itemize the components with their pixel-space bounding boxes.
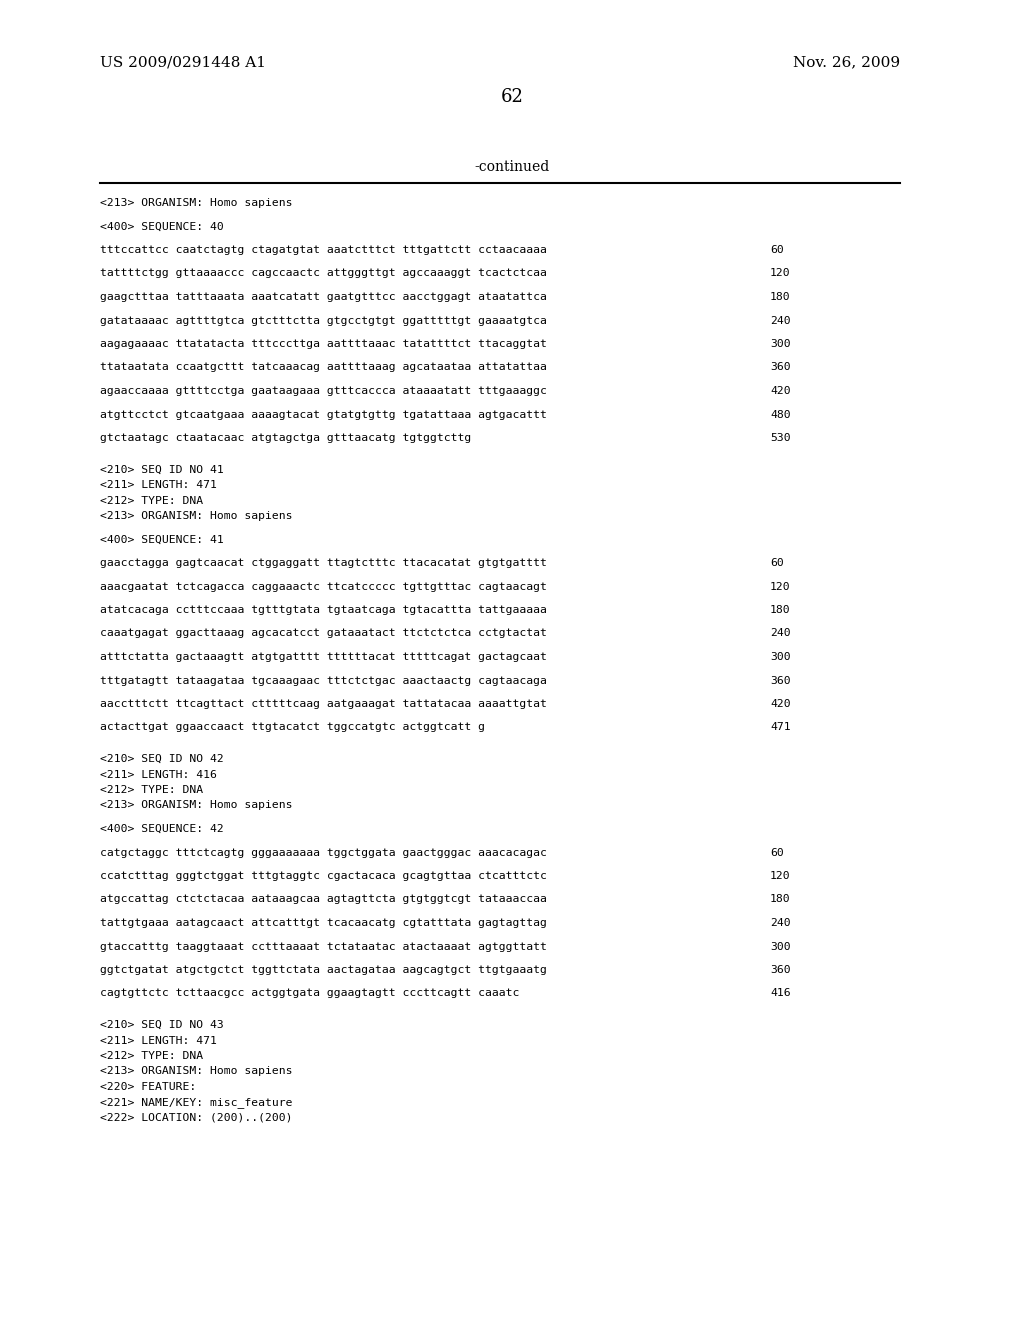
Text: <212> TYPE: DNA: <212> TYPE: DNA [100,1051,203,1061]
Text: 420: 420 [770,700,791,709]
Text: <220> FEATURE:: <220> FEATURE: [100,1082,197,1092]
Text: 480: 480 [770,409,791,420]
Text: caaatgagat ggacttaaag agcacatcct gataaatact ttctctctca cctgtactat: caaatgagat ggacttaaag agcacatcct gataaat… [100,628,547,639]
Text: 120: 120 [770,582,791,591]
Text: 471: 471 [770,722,791,733]
Text: <212> TYPE: DNA: <212> TYPE: DNA [100,495,203,506]
Text: aagagaaaac ttatatacta tttcccttga aattttaaac tatattttct ttacaggtat: aagagaaaac ttatatacta tttcccttga aatttta… [100,339,547,348]
Text: tattttctgg gttaaaaccc cagccaactc attgggttgt agccaaaggt tcactctcaa: tattttctgg gttaaaaccc cagccaactc attgggt… [100,268,547,279]
Text: <213> ORGANISM: Homo sapiens: <213> ORGANISM: Homo sapiens [100,1067,293,1077]
Text: 62: 62 [501,88,523,106]
Text: agaaccaaaa gttttcctga gaataagaaa gtttcaccca ataaaatatt tttgaaaggc: agaaccaaaa gttttcctga gaataagaaa gtttcac… [100,385,547,396]
Text: <400> SEQUENCE: 40: <400> SEQUENCE: 40 [100,222,224,231]
Text: ttataatata ccaatgcttt tatcaaacag aattttaaag agcataataa attatattaa: ttataatata ccaatgcttt tatcaaacag aatttta… [100,363,547,372]
Text: Nov. 26, 2009: Nov. 26, 2009 [793,55,900,69]
Text: <221> NAME/KEY: misc_feature: <221> NAME/KEY: misc_feature [100,1097,293,1109]
Text: <211> LENGTH: 471: <211> LENGTH: 471 [100,480,217,490]
Text: US 2009/0291448 A1: US 2009/0291448 A1 [100,55,266,69]
Text: tttgatagtt tataagataa tgcaaagaac tttctctgac aaactaactg cagtaacaga: tttgatagtt tataagataa tgcaaagaac tttctct… [100,676,547,685]
Text: actacttgat ggaaccaact ttgtacatct tggccatgtc actggtcatt g: actacttgat ggaaccaact ttgtacatct tggccat… [100,722,485,733]
Text: 120: 120 [770,268,791,279]
Text: catgctaggc tttctcagtg gggaaaaaaa tggctggata gaactgggac aaacacagac: catgctaggc tttctcagtg gggaaaaaaa tggctgg… [100,847,547,858]
Text: 360: 360 [770,965,791,975]
Text: 60: 60 [770,847,783,858]
Text: 180: 180 [770,292,791,302]
Text: 300: 300 [770,652,791,663]
Text: -continued: -continued [474,160,550,174]
Text: <211> LENGTH: 416: <211> LENGTH: 416 [100,770,217,780]
Text: 120: 120 [770,871,791,880]
Text: <210> SEQ ID NO 42: <210> SEQ ID NO 42 [100,754,224,764]
Text: atgttcctct gtcaatgaaa aaaagtacat gtatgtgttg tgatattaaa agtgacattt: atgttcctct gtcaatgaaa aaaagtacat gtatgtg… [100,409,547,420]
Text: <212> TYPE: DNA: <212> TYPE: DNA [100,785,203,795]
Text: <213> ORGANISM: Homo sapiens: <213> ORGANISM: Homo sapiens [100,198,293,209]
Text: 60: 60 [770,558,783,568]
Text: gtaccatttg taaggtaaat cctttaaaat tctataatac atactaaaat agtggttatt: gtaccatttg taaggtaaat cctttaaaat tctataa… [100,941,547,952]
Text: tattgtgaaa aatagcaact attcatttgt tcacaacatg cgtatttata gagtagttag: tattgtgaaa aatagcaact attcatttgt tcacaac… [100,917,547,928]
Text: <213> ORGANISM: Homo sapiens: <213> ORGANISM: Homo sapiens [100,511,293,521]
Text: <222> LOCATION: (200)..(200): <222> LOCATION: (200)..(200) [100,1113,293,1123]
Text: <211> LENGTH: 471: <211> LENGTH: 471 [100,1035,217,1045]
Text: 530: 530 [770,433,791,444]
Text: gatataaaac agttttgtca gtctttctta gtgcctgtgt ggatttttgt gaaaatgtca: gatataaaac agttttgtca gtctttctta gtgcctg… [100,315,547,326]
Text: 60: 60 [770,246,783,255]
Text: cagtgttctc tcttaacgcc actggtgata ggaagtagtt cccttcagtt caaatc: cagtgttctc tcttaacgcc actggtgata ggaagta… [100,989,519,998]
Text: 240: 240 [770,628,791,639]
Text: 416: 416 [770,989,791,998]
Text: aaacgaatat tctcagacca caggaaactc ttcatccccc tgttgtttac cagtaacagt: aaacgaatat tctcagacca caggaaactc ttcatcc… [100,582,547,591]
Text: atttctatta gactaaagtt atgtgatttt ttttttacat tttttcagat gactagcaat: atttctatta gactaaagtt atgtgatttt tttttta… [100,652,547,663]
Text: 360: 360 [770,676,791,685]
Text: ccatctttag gggtctggat tttgtaggtc cgactacaca gcagtgttaa ctcatttctc: ccatctttag gggtctggat tttgtaggtc cgactac… [100,871,547,880]
Text: <400> SEQUENCE: 41: <400> SEQUENCE: 41 [100,535,224,544]
Text: <400> SEQUENCE: 42: <400> SEQUENCE: 42 [100,824,224,834]
Text: gaagctttaa tatttaaata aaatcatatt gaatgtttcc aacctggagt ataatattca: gaagctttaa tatttaaata aaatcatatt gaatgtt… [100,292,547,302]
Text: <210> SEQ ID NO 43: <210> SEQ ID NO 43 [100,1020,224,1030]
Text: <210> SEQ ID NO 41: <210> SEQ ID NO 41 [100,465,224,474]
Text: 360: 360 [770,363,791,372]
Text: 180: 180 [770,895,791,904]
Text: 240: 240 [770,917,791,928]
Text: atatcacaga cctttccaaa tgtttgtata tgtaatcaga tgtacattta tattgaaaaa: atatcacaga cctttccaaa tgtttgtata tgtaatc… [100,605,547,615]
Text: ggtctgatat atgctgctct tggttctata aactagataa aagcagtgct ttgtgaaatg: ggtctgatat atgctgctct tggttctata aactaga… [100,965,547,975]
Text: tttccattcc caatctagtg ctagatgtat aaatctttct tttgattctt cctaacaaaa: tttccattcc caatctagtg ctagatgtat aaatctt… [100,246,547,255]
Text: 300: 300 [770,339,791,348]
Text: 180: 180 [770,605,791,615]
Text: gaacctagga gagtcaacat ctggaggatt ttagtctttc ttacacatat gtgtgatttt: gaacctagga gagtcaacat ctggaggatt ttagtct… [100,558,547,568]
Text: atgccattag ctctctacaa aataaagcaa agtagttcta gtgtggtcgt tataaaccaa: atgccattag ctctctacaa aataaagcaa agtagtt… [100,895,547,904]
Text: <213> ORGANISM: Homo sapiens: <213> ORGANISM: Homo sapiens [100,800,293,810]
Text: 420: 420 [770,385,791,396]
Text: 240: 240 [770,315,791,326]
Text: gtctaatagc ctaatacaac atgtagctga gtttaacatg tgtggtcttg: gtctaatagc ctaatacaac atgtagctga gtttaac… [100,433,471,444]
Text: 300: 300 [770,941,791,952]
Text: aacctttctt ttcagttact ctttttcaag aatgaaagat tattatacaa aaaattgtat: aacctttctt ttcagttact ctttttcaag aatgaaa… [100,700,547,709]
